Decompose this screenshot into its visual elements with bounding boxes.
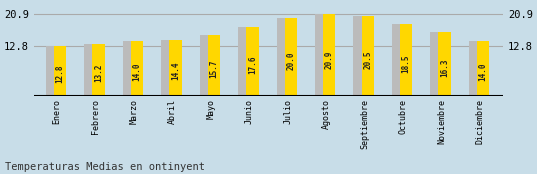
Bar bbox=[469, 41, 483, 96]
Text: Temperaturas Medias en ontinyent: Temperaturas Medias en ontinyent bbox=[5, 162, 205, 172]
Text: 17.6: 17.6 bbox=[248, 56, 257, 74]
Bar bbox=[238, 27, 253, 96]
Bar bbox=[46, 46, 61, 96]
Text: 20.5: 20.5 bbox=[363, 51, 372, 69]
Text: 20.0: 20.0 bbox=[286, 52, 295, 70]
Bar bbox=[169, 40, 182, 96]
Text: 13.2: 13.2 bbox=[94, 64, 103, 82]
Bar bbox=[277, 18, 291, 96]
Bar bbox=[84, 45, 99, 96]
Bar bbox=[285, 18, 297, 96]
Text: 15.7: 15.7 bbox=[209, 59, 219, 78]
Bar bbox=[392, 24, 407, 96]
Bar bbox=[131, 41, 143, 96]
Text: 14.0: 14.0 bbox=[133, 62, 142, 81]
Bar bbox=[438, 32, 451, 96]
Text: 18.5: 18.5 bbox=[402, 54, 411, 73]
Bar bbox=[400, 24, 412, 96]
Bar bbox=[200, 35, 214, 96]
Bar bbox=[477, 41, 489, 96]
Bar bbox=[246, 27, 258, 96]
Text: 20.9: 20.9 bbox=[325, 50, 333, 69]
Text: 14.4: 14.4 bbox=[171, 62, 180, 80]
Bar bbox=[208, 35, 220, 96]
Bar bbox=[161, 40, 176, 96]
Text: 12.8: 12.8 bbox=[56, 64, 64, 83]
Bar bbox=[54, 46, 66, 96]
Bar bbox=[323, 14, 336, 96]
Bar bbox=[361, 16, 374, 96]
Text: 14.0: 14.0 bbox=[478, 62, 488, 81]
Bar bbox=[123, 41, 137, 96]
Bar bbox=[315, 14, 330, 96]
Bar bbox=[353, 16, 368, 96]
Text: 16.3: 16.3 bbox=[440, 58, 449, 77]
Bar bbox=[430, 32, 445, 96]
Bar bbox=[92, 45, 105, 96]
